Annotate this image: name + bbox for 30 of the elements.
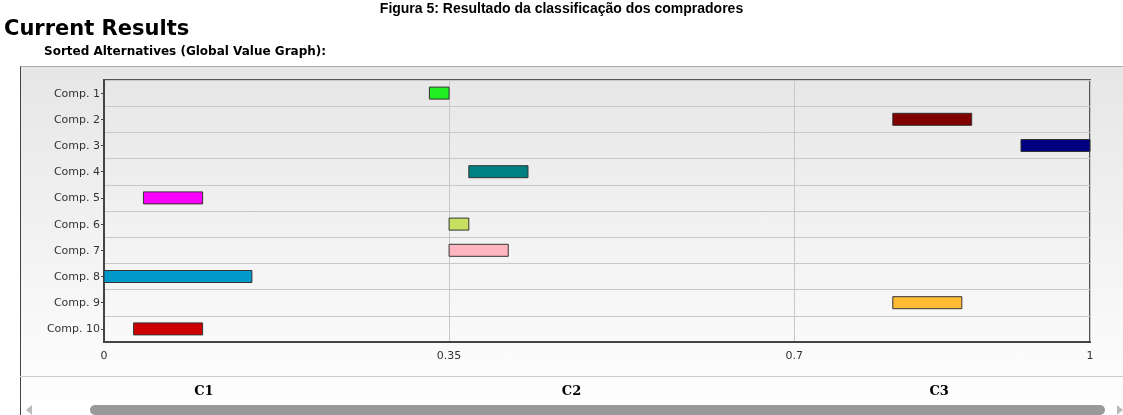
x-tick-label: 0 [100, 349, 108, 362]
bar [428, 86, 450, 100]
y-tick-label: Comp. 4 [53, 165, 100, 179]
y-tick-label: Comp. 8 [53, 270, 100, 283]
text: Sorted Alternatives (Global Value Graph): [44, 44, 327, 58]
y-tick-label: Comp. 5 [53, 191, 100, 205]
text: C2 [561, 383, 582, 398]
bar [468, 165, 529, 179]
chart-subtitle: Current Results [4, 16, 190, 40]
bar [1020, 139, 1091, 152]
bar [892, 112, 973, 126]
x-tick-label: 1 [1086, 349, 1094, 362]
y-tick-label: Comp. 1 [53, 86, 100, 100]
y-tick-label: Comp. 3 [53, 139, 100, 152]
y-tick-label: Comp. 9 [53, 296, 100, 310]
bar [448, 243, 509, 257]
x-tick-label: 0.7 [785, 349, 803, 362]
bar [103, 270, 253, 283]
bar [133, 322, 204, 336]
bar [892, 296, 963, 310]
chart-title: Figura 5: Resultado da classificação dos compradores [378, 0, 745, 16]
text: C1 [194, 383, 214, 398]
bar [448, 217, 470, 231]
text: C3 [929, 383, 949, 398]
y-tick-label: Comp. 6 [53, 217, 100, 231]
y-tick-label: Comp. 7 [53, 243, 100, 257]
bar [142, 191, 204, 205]
y-tick-label: Comp. 10 [46, 322, 100, 336]
y-tick-label: Comp. 2 [53, 112, 100, 126]
x-tick-label: 0.35 [436, 349, 462, 362]
